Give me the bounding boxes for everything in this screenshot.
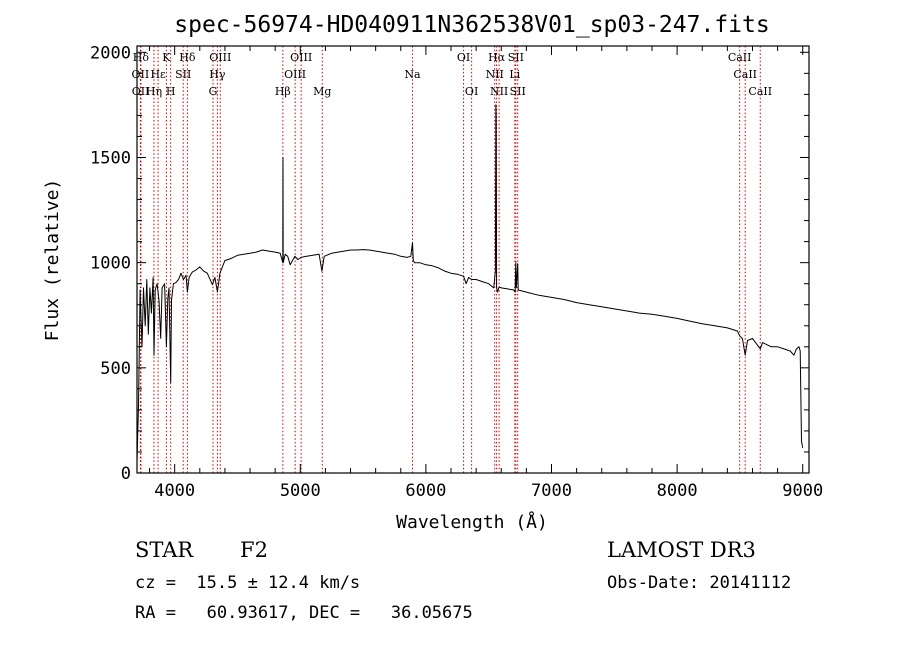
x-tick-label: 9000 [782, 481, 823, 501]
spectrum-series [136, 104, 804, 463]
line-marker-label: OII [132, 85, 150, 98]
x-tick-label: 5000 [280, 481, 321, 501]
line-marker-label: Mg [313, 85, 331, 98]
x-tick-label: 7000 [531, 481, 572, 501]
y-axis: 0 500 1000 1500 2000 [90, 43, 809, 484]
object-class: STAR [135, 538, 194, 562]
chart-title: spec-56974-HD040911N362538V01_sp03-247.f… [174, 12, 769, 38]
y-tick-label: 0 [121, 464, 131, 484]
x-tick-label: 6000 [405, 481, 446, 501]
x-tick-label: 8000 [657, 481, 698, 501]
y-tick-label: 500 [100, 359, 131, 379]
line-marker-label: OIII [290, 51, 312, 64]
line-marker-label: G [209, 85, 218, 98]
y-axis-label: Flux (relative) [42, 179, 63, 342]
line-marker-label: SII [508, 51, 524, 64]
line-marker-label: OI [465, 85, 478, 98]
line-marker-label: Hε [150, 68, 166, 81]
line-marker-label: CaII [733, 68, 757, 81]
line-marker-label: Hα [488, 51, 506, 64]
line-marker-label: Hδ [179, 51, 196, 64]
line-marker-label: OIII [284, 68, 306, 81]
line-marker-label: CaII [748, 85, 772, 98]
series-line-0 [136, 104, 804, 463]
line-marker-labels: Hδ OII OII K Hε Hη H Hδ SII OIII Hγ G Hβ OIII OIII Mg Na… [132, 51, 773, 98]
y-tick-label: 2000 [90, 43, 131, 63]
redshift-text: cz = 15.5 ± 12.4 km/s [135, 573, 361, 593]
y-tick-label: 1500 [90, 148, 131, 168]
survey-name: LAMOST DR3 [607, 538, 756, 562]
line-marker-label: Hη [146, 85, 162, 98]
line-marker-label: SII [175, 68, 191, 81]
line-marker-label: Na [404, 68, 421, 81]
line-marker-label: OIII [209, 51, 231, 64]
line-marker-label: Hβ [275, 85, 291, 98]
x-tick-label: 4000 [154, 481, 195, 501]
line-marker-label: Hγ [209, 68, 226, 81]
y-tick-label: 1000 [90, 254, 131, 274]
spectral-subclass: F2 [240, 538, 268, 562]
line-marker-label: Hδ [133, 51, 150, 64]
line-marker-label: SII [510, 85, 526, 98]
line-marker-label: OII [132, 68, 150, 81]
obs-date: Obs-Date: 20141112 [607, 573, 792, 593]
line-markers [139, 46, 761, 473]
line-marker-label: Li [509, 68, 520, 81]
line-marker-label: NII [486, 68, 504, 81]
coordinates-text: RA = 60.93617, DEC = 36.05675 [135, 603, 473, 623]
plot-frame [136, 45, 810, 474]
x-axis: 4000 5000 6000 7000 8000 9000 [149, 46, 823, 501]
line-marker-label: OI [457, 51, 470, 64]
x-axis-label: Wavelength (Å) [396, 511, 548, 533]
line-marker-label: NII [490, 85, 508, 98]
line-marker-label: K [162, 51, 171, 64]
line-marker-label: CaII [728, 51, 752, 64]
line-marker-label: H [166, 85, 176, 98]
